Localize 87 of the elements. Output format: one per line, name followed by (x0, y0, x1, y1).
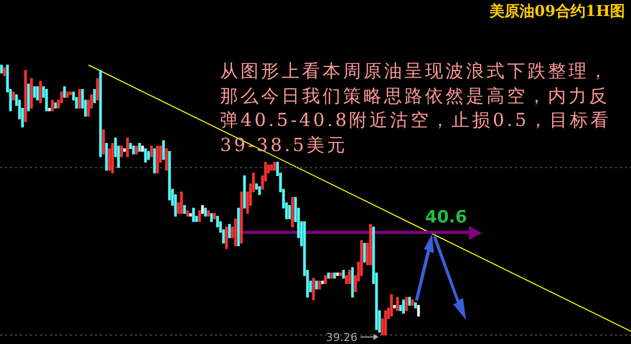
candlestick (324, 275, 327, 284)
candlestick (24, 70, 27, 122)
candlestick (66, 92, 69, 98)
candlestick (318, 280, 321, 290)
candlestick (321, 280, 324, 284)
candlestick (54, 102, 57, 109)
candlestick (3, 67, 6, 76)
candlestick (186, 210, 189, 217)
candlestick (99, 70, 102, 158)
candlestick (51, 100, 54, 112)
candlestick (327, 272, 330, 279)
candlestick (240, 192, 243, 244)
candlestick (288, 205, 291, 220)
candlestick (408, 296, 411, 306)
candlestick (213, 213, 216, 220)
candlestick (336, 272, 339, 276)
candlestick (351, 267, 354, 298)
candlestick (312, 278, 315, 300)
candlestick (105, 142, 108, 171)
candlestick (234, 218, 237, 246)
candlestick (93, 88, 96, 104)
candlestick (339, 272, 342, 276)
candlestick (96, 78, 99, 100)
candlestick (258, 186, 261, 195)
candlestick (225, 226, 228, 249)
candlestick (333, 272, 336, 279)
candlestick (396, 296, 399, 312)
candlestick (135, 146, 138, 154)
candlestick (411, 300, 414, 306)
candlestick (45, 88, 48, 112)
candlestick (141, 146, 144, 152)
candlestick (291, 196, 294, 228)
annotation: 39.26 (326, 330, 358, 344)
candlestick (36, 86, 39, 100)
candlestick (48, 108, 51, 112)
candlestick (192, 208, 195, 222)
candlestick (27, 84, 30, 112)
candlestick (69, 92, 72, 96)
annotation: 40.6 (425, 207, 468, 228)
candlestick (210, 213, 213, 222)
candlestick (393, 304, 396, 308)
candlestick (237, 208, 240, 246)
candlestick (63, 86, 66, 98)
candlestick (30, 78, 33, 109)
candlestick (201, 205, 204, 214)
candlestick (270, 164, 273, 171)
text: 美原油09合约1H图 (490, 2, 625, 21)
candlestick (369, 224, 372, 266)
candlestick (123, 148, 126, 152)
candlestick (138, 142, 141, 152)
candlestick (126, 138, 129, 158)
candlestick (132, 146, 135, 154)
candlestick (363, 242, 366, 262)
candlestick (342, 270, 345, 279)
candlestick (33, 86, 36, 98)
candlestick (156, 146, 159, 174)
candlestick (228, 224, 231, 238)
candlestick (180, 192, 183, 214)
candlestick (165, 148, 168, 171)
candlestick (102, 129, 105, 154)
candlestick (12, 92, 15, 100)
candlestick (150, 146, 153, 158)
candlestick (243, 175, 246, 208)
candlestick (153, 148, 156, 174)
candlestick (183, 205, 186, 214)
candlestick (78, 88, 81, 109)
candlestick (402, 300, 405, 314)
candlestick (0, 64, 3, 74)
candlestick (204, 208, 207, 217)
candlestick (207, 210, 210, 217)
candlestick (111, 142, 114, 174)
candlestick (273, 162, 276, 171)
candlestick (162, 140, 165, 160)
candlestick (198, 210, 201, 222)
candlestick (417, 304, 420, 316)
candlestick (414, 302, 417, 308)
candlestick (348, 270, 351, 284)
candlestick (390, 294, 393, 316)
candlestick (315, 280, 318, 290)
candlestick (189, 213, 192, 217)
candlestick (147, 151, 150, 160)
candlestick (330, 272, 333, 279)
candlestick (384, 310, 387, 336)
candlestick (144, 148, 147, 163)
candlestick (120, 146, 123, 158)
candlestick (405, 296, 408, 312)
candlestick (39, 80, 42, 104)
